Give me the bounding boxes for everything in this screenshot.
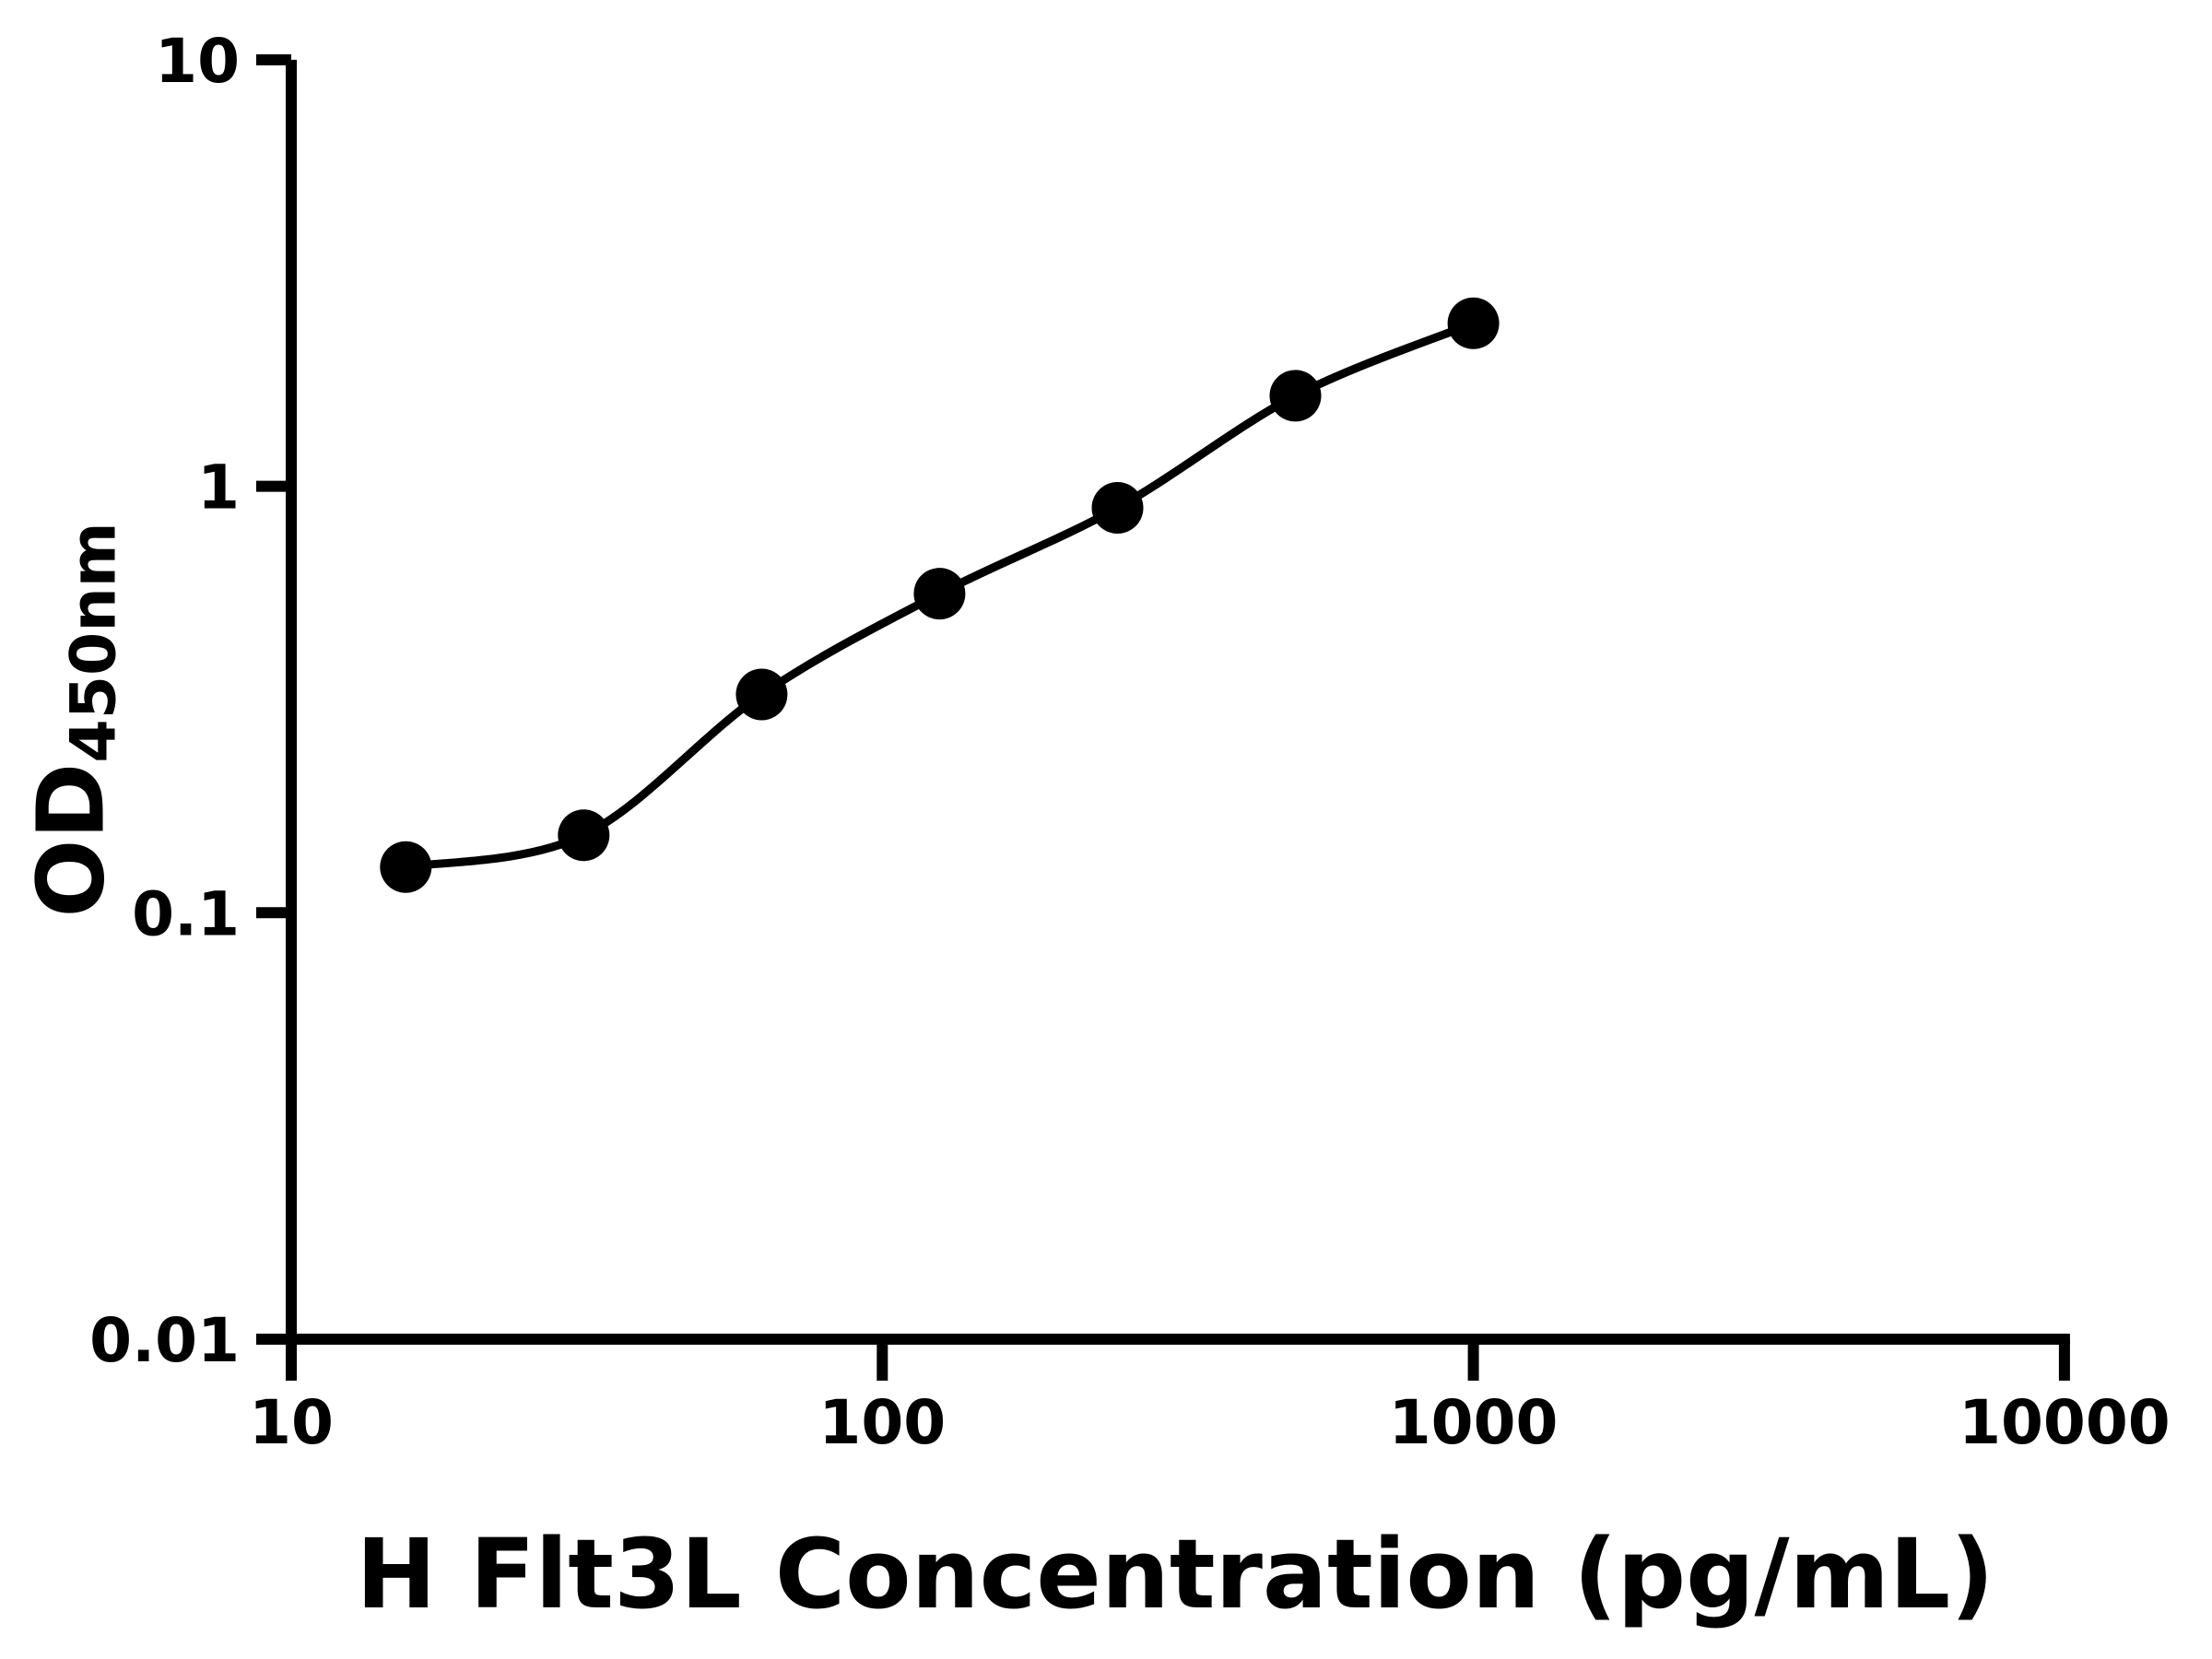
- x-tick-label: 10000: [1959, 1387, 2171, 1458]
- y-axis-title: OD450nm: [18, 522, 131, 917]
- data-point: [735, 668, 788, 721]
- data-point: [1447, 297, 1500, 349]
- x-tick-label: 1000: [1389, 1387, 1559, 1458]
- data-point: [380, 841, 432, 893]
- y-tick-label: 1: [197, 453, 240, 524]
- y-tick-label: 0.01: [89, 1305, 240, 1376]
- y-axis-title-main: OD: [17, 762, 125, 918]
- y-tick-label: 10: [155, 26, 240, 97]
- x-tick-label: 100: [818, 1387, 946, 1458]
- data-point: [1269, 370, 1322, 422]
- data-point: [558, 809, 610, 862]
- y-axis-title-subscript: 450nm: [57, 522, 131, 763]
- data-point: [913, 568, 966, 620]
- x-axis-title: H Flt3L Concentration (pg/mL): [356, 1518, 1994, 1630]
- y-tick-label: 0.1: [132, 878, 240, 949]
- data-point: [1091, 482, 1144, 534]
- x-tick-label: 10: [249, 1387, 334, 1458]
